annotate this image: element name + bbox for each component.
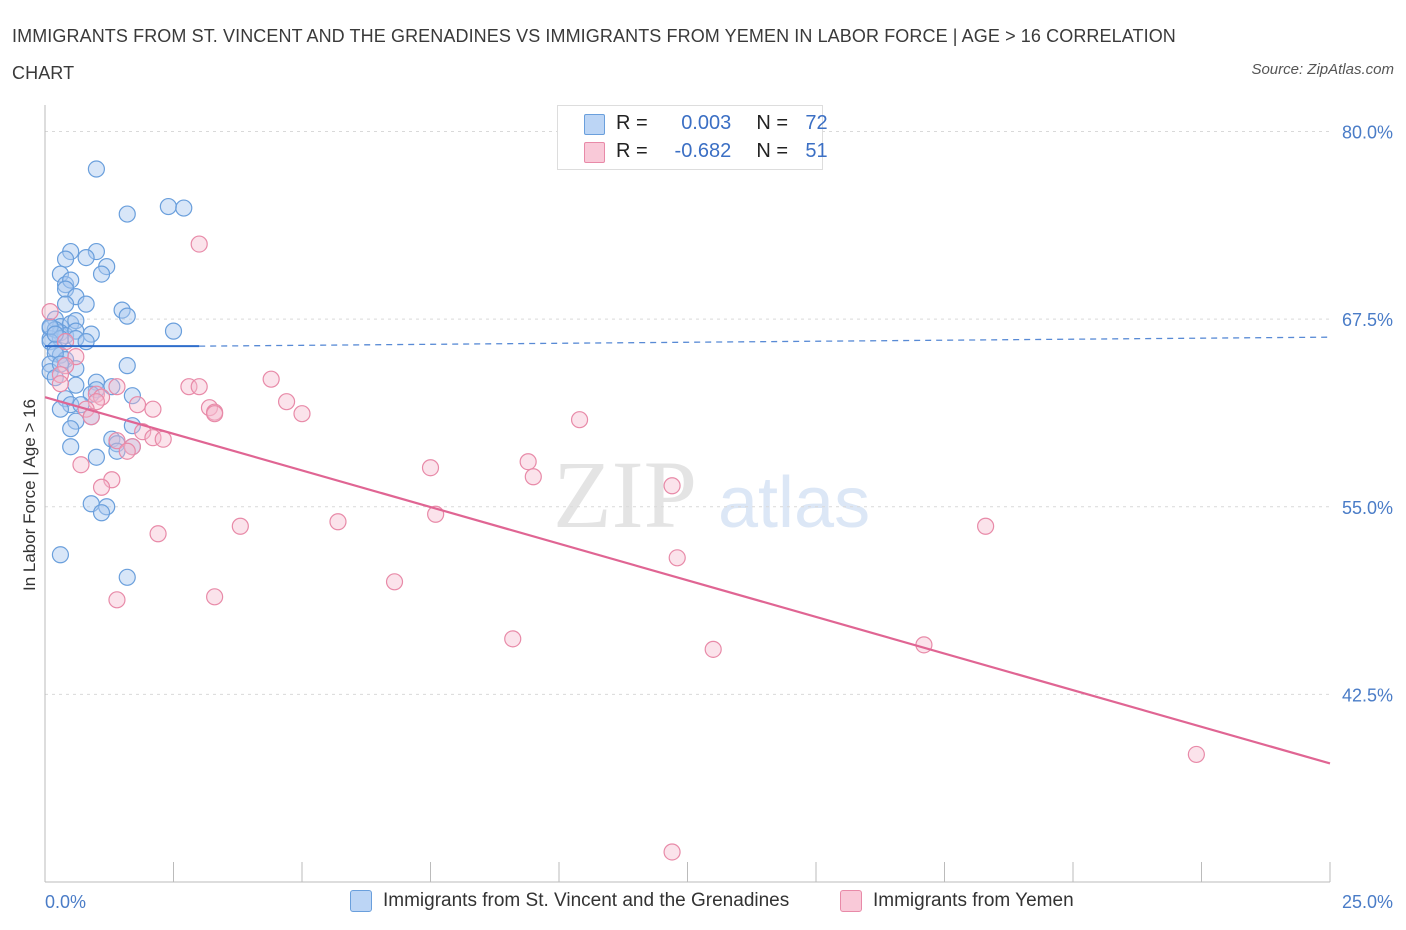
data-point-yemen <box>51 375 70 393</box>
watermark-atlas: atlas <box>718 463 870 543</box>
data-point-yemen <box>128 396 147 414</box>
data-point-yemen <box>385 573 404 591</box>
data-point-yemen <box>190 378 208 396</box>
trend-line-yemen <box>44 396 1331 765</box>
data-point-stvincent <box>87 160 106 178</box>
data-point-yemen <box>231 517 249 535</box>
data-point-yemen <box>144 400 162 418</box>
data-point-stvincent <box>62 438 80 456</box>
data-point-yemen <box>56 357 75 375</box>
data-point-yemen <box>421 459 440 477</box>
data-point-yemen <box>108 432 126 450</box>
data-point-stvincent <box>175 199 193 217</box>
data-point-yemen <box>915 636 933 654</box>
data-point-stvincent <box>62 420 80 438</box>
data-point-yemen <box>56 333 75 351</box>
data-point-yemen <box>92 478 111 496</box>
data-point-stvincent <box>67 376 85 394</box>
data-point-stvincent <box>77 295 95 313</box>
watermark: ZIP atlas <box>553 441 870 548</box>
legend-n-label: N = <box>756 140 789 162</box>
data-point-stvincent <box>51 265 70 283</box>
legend-r-value: -0.682 <box>674 140 732 162</box>
data-point-yemen <box>206 405 224 423</box>
trend-line-stvincent-dashed <box>199 336 1331 347</box>
data-point-stvincent <box>92 504 111 522</box>
data-point-yemen <box>668 549 686 567</box>
data-point-yemen <box>977 517 995 535</box>
series-yemen-points <box>41 235 1205 861</box>
bottom-legend-label: Immigrants from Yemen <box>873 890 1074 911</box>
y-tick-label: 80.0% <box>1342 123 1393 143</box>
source-credit: Source: ZipAtlas.com <box>1251 61 1394 78</box>
legend-r-label: R = <box>616 140 648 162</box>
bottom-legend-swatch-pink <box>840 890 862 912</box>
data-point-stvincent <box>118 307 136 325</box>
x-tick-label: 25.0% <box>1342 892 1393 912</box>
data-point-yemen <box>206 588 224 606</box>
data-point-stvincent <box>62 271 80 289</box>
data-point-stvincent <box>159 197 177 216</box>
legend-n-value: 51 <box>805 140 828 162</box>
legend-swatch-blue <box>584 114 605 135</box>
y-tick-label: 55.0% <box>1342 498 1393 518</box>
data-point-yemen <box>329 513 347 531</box>
y-tick-label: 42.5% <box>1342 685 1393 705</box>
data-point-stvincent <box>87 448 106 466</box>
data-point-stvincent <box>123 387 141 405</box>
bottom-legend-label: Immigrants from St. Vincent and the Gren… <box>383 890 790 911</box>
data-point-yemen <box>519 453 537 471</box>
data-point-yemen <box>262 370 280 388</box>
data-point-yemen <box>293 405 311 423</box>
data-point-stvincent <box>56 250 75 268</box>
data-point-stvincent <box>56 295 75 313</box>
bottom-legend-swatch-blue <box>350 890 372 912</box>
data-point-stvincent <box>77 248 95 267</box>
data-point-yemen <box>570 411 589 429</box>
x-tick-label: 0.0% <box>45 892 86 912</box>
correlation-legend: R = 0.003 N = 72 R = -0.682 N = 51 <box>557 105 828 170</box>
legend-swatch-pink <box>584 142 605 163</box>
data-point-stvincent <box>77 333 95 351</box>
watermark-zip: ZIP <box>553 441 697 548</box>
data-point-yemen <box>149 525 167 543</box>
data-point-stvincent <box>87 242 106 261</box>
data-point-stvincent <box>118 568 136 586</box>
tick-labels: 80.0% 67.5% 55.0% 42.5% 0.0% 25.0% <box>45 123 1393 912</box>
chart-title: IMMIGRANTS FROM ST. VINCENT AND THE GREN… <box>12 26 1176 83</box>
data-point-yemen <box>1187 745 1205 764</box>
data-point-yemen <box>41 303 59 321</box>
data-point-yemen <box>51 366 70 384</box>
y-axis-label: In Labor Force | Age > 16 <box>20 399 39 591</box>
legend-n-label: N = <box>756 112 789 134</box>
data-point-yemen <box>704 640 722 658</box>
data-point-yemen <box>504 630 522 648</box>
data-point-stvincent <box>118 205 136 223</box>
y-tick-label: 67.5% <box>1342 310 1393 330</box>
data-point-stvincent <box>164 322 183 340</box>
legend-r-value: 0.003 <box>681 112 732 134</box>
data-point-stvincent <box>118 357 136 375</box>
data-point-yemen <box>134 423 152 441</box>
data-point-yemen <box>108 591 126 609</box>
data-point-yemen <box>190 235 208 253</box>
axes <box>44 105 1331 883</box>
data-point-yemen <box>277 393 296 411</box>
data-point-yemen <box>524 468 542 486</box>
data-point-yemen <box>663 843 681 861</box>
data-point-yemen <box>72 456 90 474</box>
data-point-yemen <box>108 378 126 396</box>
data-point-stvincent <box>51 546 70 564</box>
data-point-yemen <box>118 442 136 460</box>
legend-n-value: 72 <box>805 112 828 134</box>
data-point-yemen <box>82 408 100 426</box>
legend-r-label: R = <box>616 112 648 134</box>
grid-lines <box>45 131 1330 695</box>
trend-lines <box>44 336 1331 765</box>
data-point-stvincent <box>92 265 111 283</box>
data-point-yemen <box>663 477 681 495</box>
